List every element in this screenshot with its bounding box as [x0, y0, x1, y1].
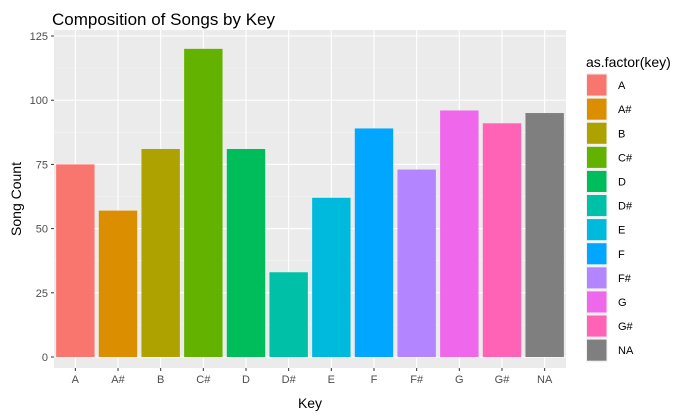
x-tick-label: C#	[196, 374, 211, 386]
x-tick-label: A	[72, 374, 80, 386]
minor-gridlines	[54, 67, 566, 326]
bar-C#	[184, 48, 223, 358]
x-tick-label: E	[328, 374, 335, 386]
y-tick-label: 125	[30, 31, 48, 43]
legend-swatch-NA	[587, 339, 607, 361]
legend: as.factor(key) A A# B C# D D# EF F# G G# NA	[586, 54, 671, 363]
bar-B	[141, 148, 180, 357]
bar-G#	[482, 123, 522, 357]
legend-label: F#	[618, 273, 632, 285]
legend-swatch-G	[587, 291, 607, 313]
legend-label: NA	[618, 345, 634, 357]
plot-panel	[54, 30, 566, 368]
bar-D#	[269, 272, 308, 357]
y-tick-label: 50	[36, 224, 48, 236]
legend-swatch-A	[587, 74, 607, 96]
x-axis: A A# B C# D D# E F F# G G# NA	[72, 368, 553, 386]
legend-swatch-C#	[587, 146, 607, 168]
legend-swatch-D	[587, 170, 607, 192]
x-tick-label: F#	[410, 374, 424, 386]
x-axis-title: Key	[298, 395, 322, 411]
legend-swatch-B	[587, 122, 607, 144]
legend-swatch-D#	[587, 195, 607, 217]
bar-NA	[525, 113, 564, 357]
x-tick-label: G#	[495, 374, 511, 386]
bars	[56, 48, 564, 358]
bar-G	[440, 110, 479, 357]
legend-title: as.factor(key)	[586, 54, 671, 70]
legend-label: F	[618, 249, 625, 261]
chart-title: Composition of Songs by Key	[52, 10, 276, 29]
legend-label: A	[618, 80, 626, 92]
legend-label: D	[618, 176, 626, 188]
legend-label: A#	[618, 104, 632, 116]
x-tick-label: B	[157, 374, 164, 386]
y-axis: 0 25 50 75 100 125	[30, 31, 54, 364]
y-tick-label: 75	[36, 159, 48, 171]
legend-label: G	[618, 297, 627, 309]
y-tick-label: 25	[36, 288, 48, 300]
x-tick-label: NA	[537, 374, 553, 386]
legend-swatch-F	[587, 243, 607, 265]
bar-A#	[98, 210, 138, 357]
legend-label: B	[618, 128, 625, 140]
x-tick-label: F	[371, 374, 378, 386]
legend-swatch-E	[587, 219, 607, 241]
bar-F	[354, 128, 394, 357]
bar-A	[56, 164, 95, 357]
y-tick-label: 100	[30, 95, 48, 107]
bar-D	[226, 148, 266, 357]
bar-E	[312, 197, 351, 357]
bar-F#	[397, 169, 436, 357]
x-tick-label: D#	[282, 374, 297, 386]
legend-swatch-F#	[587, 267, 607, 289]
x-tick-label: G	[455, 374, 464, 386]
x-tick-label: D	[242, 374, 250, 386]
x-tick-label: A#	[111, 374, 125, 386]
legend-swatch-A#	[587, 98, 607, 120]
legend-label: D#	[618, 201, 633, 213]
legend-label: E	[618, 225, 625, 237]
legend-swatch-G#	[587, 315, 607, 337]
legend-label: G#	[618, 321, 634, 333]
legend-label: C#	[618, 152, 633, 164]
y-tick-label: 0	[42, 352, 48, 364]
y-axis-title: Song Count	[8, 162, 24, 236]
